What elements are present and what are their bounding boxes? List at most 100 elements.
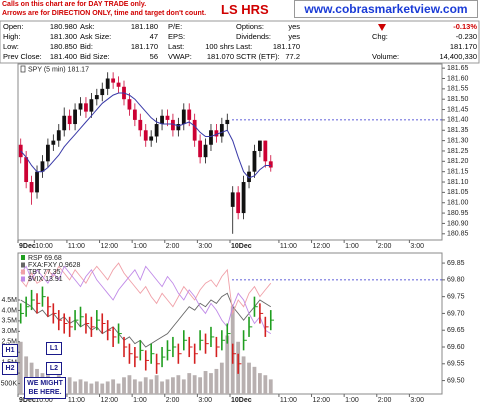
candle-body (181, 109, 186, 125)
x-tick-label: 2:00 (166, 397, 180, 404)
volume-tick-label: 3.5M (1, 318, 17, 325)
volume-bar (132, 379, 137, 394)
quote-value: -0.230 (455, 32, 477, 41)
candle-body (100, 88, 105, 96)
volume-bar (116, 383, 121, 394)
volume-bar (127, 375, 132, 394)
volume-bar (209, 373, 213, 394)
volume-bar (89, 383, 94, 394)
quote-value: 181.300 (49, 32, 77, 41)
average-line (20, 92, 271, 179)
quote-value: 181.180 (130, 22, 158, 31)
quote-value: yes (288, 22, 300, 31)
annotation: L1 (46, 342, 62, 355)
volume-bar (73, 381, 77, 394)
candle-body (176, 124, 181, 131)
candle-body (219, 124, 224, 137)
volume-bar (84, 381, 88, 394)
quote-label: EPS: (168, 32, 186, 41)
candle-body (73, 109, 77, 125)
quote-label: P/E: (168, 22, 183, 31)
y-tick-label: 181.25 (447, 148, 469, 155)
quote-label: Last: (168, 42, 185, 51)
site-banner: www.cobrasmarketview.com (294, 0, 478, 18)
y-tick-label: 69.75 (447, 293, 465, 300)
y-tick-label: 181.20 (447, 158, 469, 165)
y-tick-label: 181.55 (447, 86, 469, 93)
volume-tick-label: 3.0M (1, 328, 17, 335)
quote-label: Bid: (80, 42, 93, 51)
candle-body (154, 124, 159, 137)
annotation: H2 (2, 362, 18, 375)
quote-label: Volume: (372, 52, 400, 61)
quote-label: High: (3, 32, 21, 41)
volume-bar (143, 377, 148, 394)
candle-body (198, 140, 203, 158)
candle-body (24, 157, 29, 183)
quote-value: 56 (149, 52, 158, 61)
x-tick-label: 11:00 (68, 243, 85, 250)
legend-swatch (21, 262, 25, 268)
y-tick-label: 69.85 (447, 260, 465, 267)
volume-bar (94, 381, 99, 394)
candle-body (268, 161, 273, 168)
legend-swatch (21, 255, 25, 260)
x-tick-label: 3:00 (198, 243, 212, 250)
volume-bar (181, 379, 186, 394)
y-tick-label: 181.45 (447, 106, 469, 113)
candle-body (247, 171, 251, 183)
volume-bar (241, 356, 246, 394)
candle-body (149, 136, 154, 141)
candle-body (263, 140, 268, 162)
volume-bar (111, 379, 116, 394)
indicator-panel (17, 252, 443, 395)
y-tick-label: 181.40 (447, 117, 469, 124)
candle-body (187, 109, 192, 120)
quote-label: Chg: (372, 32, 388, 41)
x-tick-label: 11:00 (280, 397, 297, 404)
quote-value: 181.070 (206, 52, 234, 61)
volume-bar (160, 381, 164, 394)
y-tick-label: 69.80 (447, 277, 465, 284)
x-tick-label: 2:00 (378, 243, 392, 250)
candle-body (165, 115, 170, 120)
candle-body (138, 119, 143, 131)
candle-body (225, 119, 230, 125)
quote-value: 14,400,330 (439, 52, 477, 61)
overlay-line (20, 292, 272, 348)
volume-bar (263, 375, 268, 394)
y-tick-label: 181.65 (447, 65, 469, 72)
candle-body (62, 115, 67, 131)
x-tick-label: 1:00 (133, 397, 147, 404)
candle-body (105, 78, 110, 89)
candle-body (230, 192, 235, 207)
annotation: H1 (2, 344, 18, 357)
volume-bar (78, 379, 83, 394)
candle-body (160, 115, 164, 125)
candle-body (209, 130, 213, 145)
volume-tick-label: 500K (1, 380, 18, 387)
legend-swatch (21, 269, 25, 275)
y-tick-label: 69.50 (447, 377, 465, 384)
y-tick-label: 181.05 (447, 189, 469, 196)
volume-bar (122, 377, 126, 394)
y-tick-label: 180.85 (447, 231, 469, 238)
x-tick-label: 12:00 (313, 397, 331, 404)
candle-body (18, 144, 23, 158)
candle-body (35, 171, 39, 193)
x-tick-label: 2:00 (378, 397, 392, 404)
candle-body (116, 82, 121, 87)
volume-bar (154, 375, 159, 394)
volume-bar (187, 373, 192, 394)
quote-value: -0.13% (453, 22, 477, 31)
quote-value: 181.170 (449, 42, 477, 51)
candle-body (67, 115, 72, 125)
legend-text: $VIX 13.91 (28, 276, 63, 283)
quote-value: 181.400 (49, 52, 77, 61)
quote-label: Low: (3, 42, 19, 51)
notice-line: Calls on this chart are for DAY TRADE on… (2, 1, 147, 8)
legend-swatch (20, 65, 26, 73)
y-tick-label: 180.95 (447, 210, 469, 217)
x-tick-label: 12:00 (101, 243, 119, 250)
